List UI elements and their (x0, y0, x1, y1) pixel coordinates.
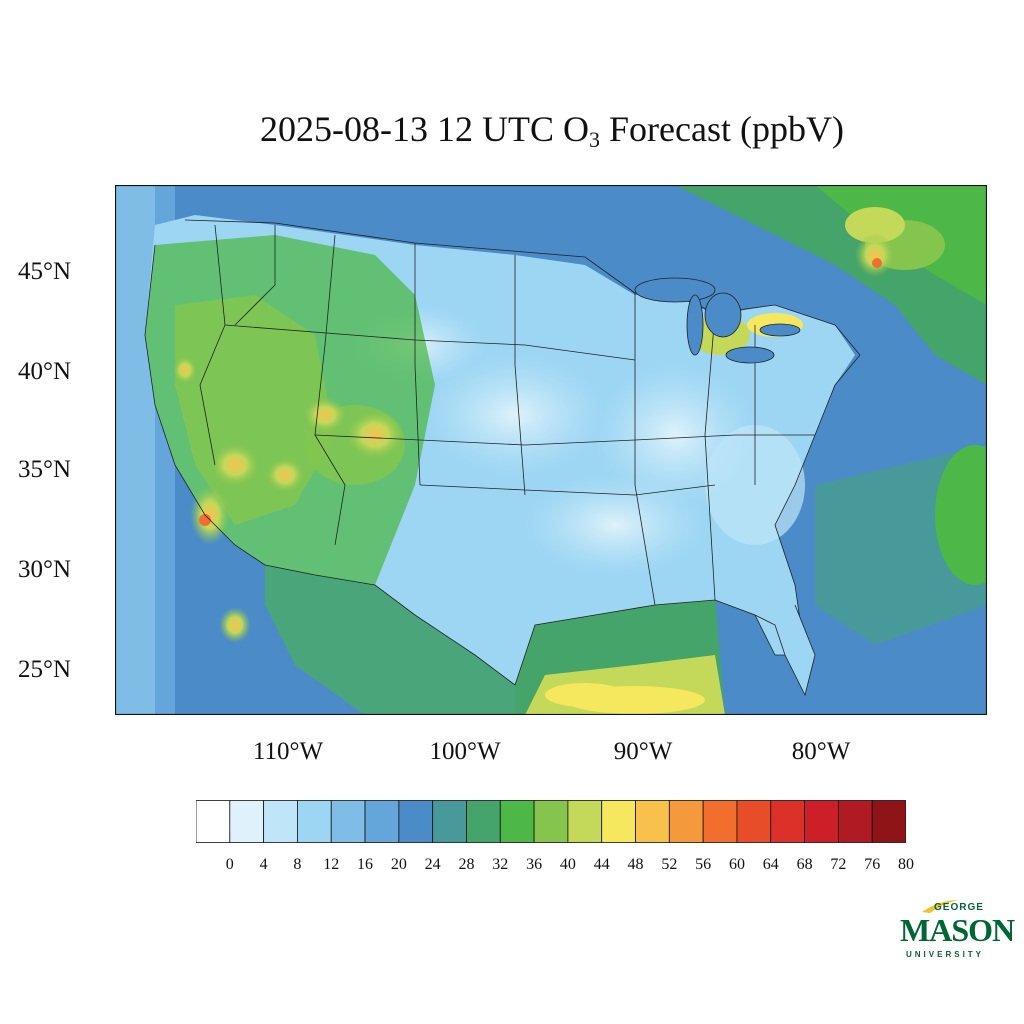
chart-title: 2025-08-13 12 UTC O3 Forecast (ppbV) (260, 109, 844, 152)
colorbar-tick-label: 32 (492, 856, 509, 873)
gmu-logo: GEORGE MASON UNIVERSITY (898, 898, 1015, 968)
colorbar-swatch (567, 800, 603, 843)
colorbar-swatch (837, 800, 873, 843)
colorbar-tick-label: 56 (695, 856, 712, 873)
lon-label-90w: 90°W (613, 738, 673, 765)
colorbar-tick-label: 76 (864, 856, 881, 873)
colorbar-tick-label: 4 (259, 856, 268, 873)
colorbar-tick-label: 28 (458, 856, 475, 873)
colorbar-swatch (533, 800, 569, 843)
colorbar-swatch (330, 800, 366, 843)
lon-label-80w: 80°W (791, 738, 851, 765)
colorbar-swatch (736, 800, 772, 843)
colorbar-swatch (668, 800, 704, 843)
colorbar-swatch (398, 800, 434, 843)
colorbar-tick-label: 0 (225, 856, 234, 873)
colorbar-tick-label: 48 (627, 856, 644, 873)
lat-label-30n: 30°N (18, 556, 72, 583)
colorbar-tick-label: 24 (424, 856, 441, 873)
colorbar-swatch (770, 800, 805, 843)
ozone-map (115, 185, 987, 715)
colorbar-tick-label: 40 (559, 856, 576, 873)
colorbar-swatch (364, 800, 400, 843)
colorbar-tick-label: 12 (323, 856, 340, 873)
colorbar-tick-label: 8 (293, 856, 302, 873)
colorbar-swatch (229, 800, 265, 843)
colorbar-tick-label: 44 (593, 856, 610, 873)
colorbar-swatch (601, 800, 636, 843)
colorbar-swatch (635, 800, 670, 843)
colorbar-tick-label: 80 (898, 856, 914, 873)
colorbar (196, 800, 906, 843)
colorbar-tick-label: 72 (830, 856, 847, 873)
colorbar-swatch (702, 800, 738, 843)
colorbar-swatch (466, 800, 501, 843)
logo-university: UNIVERSITY (906, 950, 985, 959)
logo-mason: MASON (900, 912, 1015, 948)
lon-label-100w: 100°W (429, 738, 501, 765)
colorbar-tick-label: 64 (762, 856, 779, 873)
colorbar-tick-label: 36 (526, 856, 543, 873)
colorbar-tick-label: 16 (357, 856, 374, 873)
colorbar-swatch (263, 800, 298, 843)
colorbar-tick-label: 52 (661, 856, 678, 873)
colorbar-swatch (871, 800, 906, 843)
great-lakes (634, 277, 801, 364)
logo-swoosh-icon (922, 900, 958, 913)
colorbar-tick-label: 68 (796, 856, 813, 873)
lon-label-110w: 110°W (252, 738, 324, 765)
colorbar-swatch (499, 800, 535, 843)
colorbar-tick-label: 20 (390, 856, 407, 873)
colorbar-swatch (432, 800, 467, 843)
colorbar-swatch (804, 800, 839, 843)
logo-george: GEORGE (934, 902, 984, 913)
lat-label-40n: 40°N (18, 358, 72, 385)
colorbar-swatch (297, 800, 332, 843)
colorbar-tick-label: 60 (728, 856, 745, 873)
colorbar-swatch (196, 800, 231, 843)
lat-label-35n: 35°N (18, 456, 72, 483)
lat-label-25n: 25°N (18, 656, 72, 683)
lat-label-45n: 45°N (18, 258, 72, 285)
